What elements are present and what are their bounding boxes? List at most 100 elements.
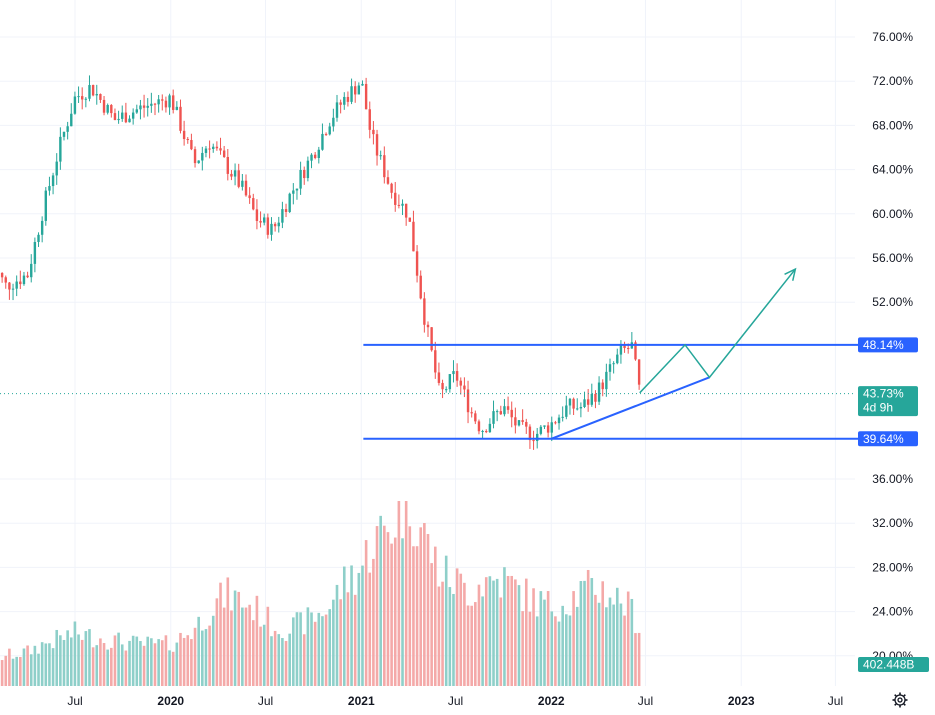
candle-body xyxy=(401,203,404,206)
candle-body xyxy=(328,126,331,135)
y-tick-label: 28.00% xyxy=(872,560,913,574)
current-price-badge-bg xyxy=(858,386,918,417)
candle-body xyxy=(121,112,124,119)
candle-body xyxy=(237,170,240,187)
candle-body xyxy=(270,223,273,235)
volume-bar xyxy=(208,625,211,686)
volume-bar xyxy=(364,540,368,686)
volume-bar xyxy=(619,603,623,686)
projection-path[interactable] xyxy=(639,267,797,394)
candle-body xyxy=(248,195,251,199)
candle-body xyxy=(284,209,288,212)
candle-body xyxy=(565,405,568,417)
volume-bar xyxy=(106,649,109,686)
settings-gear-icon[interactable] xyxy=(892,692,908,708)
volume-bar xyxy=(37,653,40,686)
volume-bar xyxy=(583,580,586,686)
volume-bar xyxy=(637,632,641,686)
volume-bar xyxy=(302,634,306,686)
volume-bar xyxy=(222,607,226,686)
candle-body xyxy=(394,192,397,205)
volume-bar xyxy=(521,611,524,686)
candle-body xyxy=(597,382,601,402)
candle-body xyxy=(80,96,84,100)
volume-bar xyxy=(557,621,561,686)
candle-body xyxy=(441,382,444,390)
volume-bar xyxy=(164,635,168,686)
candle-body xyxy=(521,420,524,422)
volume-bar xyxy=(543,599,546,686)
candle-body xyxy=(514,417,517,426)
y-tick-label: 36.00% xyxy=(872,472,913,486)
volume-bar xyxy=(397,501,401,686)
volume-bar xyxy=(266,606,270,686)
candle-body xyxy=(546,425,550,433)
volume-bar xyxy=(353,594,357,686)
candle-body xyxy=(40,220,44,235)
candle-body xyxy=(84,98,88,100)
volume-bar xyxy=(66,630,69,686)
candle-body xyxy=(554,422,557,424)
volume-bar xyxy=(211,615,215,686)
candle-body xyxy=(233,170,237,177)
volume-bar xyxy=(601,581,605,686)
volume-bar xyxy=(8,648,11,686)
x-axis[interactable]: Jul 2020 Jul 2021 Jul 2022 Jul 2023 Jul xyxy=(67,694,843,708)
volume-bar xyxy=(11,658,15,686)
candle-body xyxy=(88,85,91,99)
volume-bar xyxy=(572,591,575,686)
candle-body xyxy=(448,374,452,390)
support-badge: 39.64% xyxy=(858,431,918,447)
x-tick-label: Jul xyxy=(638,694,653,708)
volume-bar xyxy=(179,632,182,686)
candle-body xyxy=(612,363,615,365)
y-tick-label: 60.00% xyxy=(872,207,913,221)
volume-bar xyxy=(299,612,302,686)
candle-body xyxy=(273,223,277,227)
candle-body xyxy=(51,175,55,187)
volume-bar xyxy=(350,565,353,686)
candle-body xyxy=(375,134,379,156)
candle-body xyxy=(135,109,138,113)
candle-body xyxy=(281,209,284,223)
candle-body xyxy=(70,113,73,127)
volume-bar xyxy=(357,572,361,686)
volume-bar xyxy=(328,609,332,686)
candle-body xyxy=(142,105,146,108)
candle-body xyxy=(368,109,371,130)
volume-bar xyxy=(608,597,612,686)
volume-bar xyxy=(120,644,124,686)
resistance-badge: 48.14% xyxy=(858,337,918,353)
volume-bar xyxy=(139,641,142,686)
volume-bar xyxy=(401,538,404,686)
volume-bar xyxy=(514,579,517,686)
candle-body xyxy=(495,411,499,413)
y-tick-label: 24.00% xyxy=(872,605,913,619)
volume-bar xyxy=(160,640,164,686)
candle-body xyxy=(208,148,211,150)
volume-bar xyxy=(288,633,291,686)
candle-body xyxy=(128,118,131,123)
volume-bar xyxy=(168,650,171,686)
candle-body xyxy=(131,112,135,119)
bar-countdown: 4d 9h xyxy=(863,401,893,415)
volume-bar xyxy=(615,587,619,686)
volume-bar xyxy=(597,602,601,686)
candle-body xyxy=(73,96,77,114)
candle-body xyxy=(55,161,58,176)
volume-bar xyxy=(586,569,590,686)
candle-body xyxy=(561,416,564,418)
candle-body xyxy=(343,96,346,105)
y-axis[interactable]: 76.00% 72.00% 68.00% 64.00% 60.00% 56.00% 52.0… xyxy=(872,30,913,663)
volume-bar xyxy=(506,575,510,686)
candle-body xyxy=(379,155,382,157)
candle-body xyxy=(182,130,186,139)
current-price-label: 43.73% xyxy=(863,387,904,401)
volume-bar xyxy=(99,638,102,686)
volume-bar xyxy=(437,586,441,686)
candle-body xyxy=(110,105,113,114)
trendline[interactable] xyxy=(550,376,710,440)
candlesticks xyxy=(0,75,641,450)
volume-bar xyxy=(88,629,91,686)
